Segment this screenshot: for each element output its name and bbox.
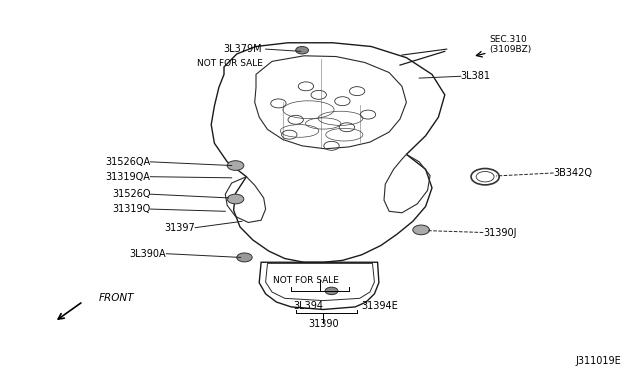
Text: 31397: 31397 bbox=[164, 223, 195, 232]
Circle shape bbox=[237, 253, 252, 262]
Text: 3L381: 3L381 bbox=[461, 71, 491, 81]
Text: 31319Q: 31319Q bbox=[112, 204, 150, 214]
Text: 3B342Q: 3B342Q bbox=[554, 168, 593, 178]
Text: 31394E: 31394E bbox=[362, 301, 398, 311]
Circle shape bbox=[227, 161, 244, 170]
Text: SEC.310
(3109BZ): SEC.310 (3109BZ) bbox=[490, 35, 532, 54]
Text: 31526QA: 31526QA bbox=[105, 157, 150, 167]
Text: 31390: 31390 bbox=[308, 320, 339, 329]
Text: NOT FOR SALE: NOT FOR SALE bbox=[196, 60, 262, 68]
Circle shape bbox=[413, 225, 429, 235]
Text: FRONT: FRONT bbox=[99, 294, 134, 303]
Text: 3L379M: 3L379M bbox=[224, 44, 262, 54]
Text: 3L390A: 3L390A bbox=[130, 249, 166, 259]
Text: 31526Q: 31526Q bbox=[112, 189, 150, 199]
Text: 31390J: 31390J bbox=[483, 228, 516, 237]
Circle shape bbox=[325, 287, 338, 295]
Text: 31319QA: 31319QA bbox=[106, 172, 150, 182]
Text: 3L394: 3L394 bbox=[293, 301, 323, 311]
Circle shape bbox=[227, 194, 244, 204]
Text: J311019E: J311019E bbox=[575, 356, 621, 366]
Text: NOT FOR SALE: NOT FOR SALE bbox=[273, 276, 339, 285]
Circle shape bbox=[296, 46, 308, 54]
